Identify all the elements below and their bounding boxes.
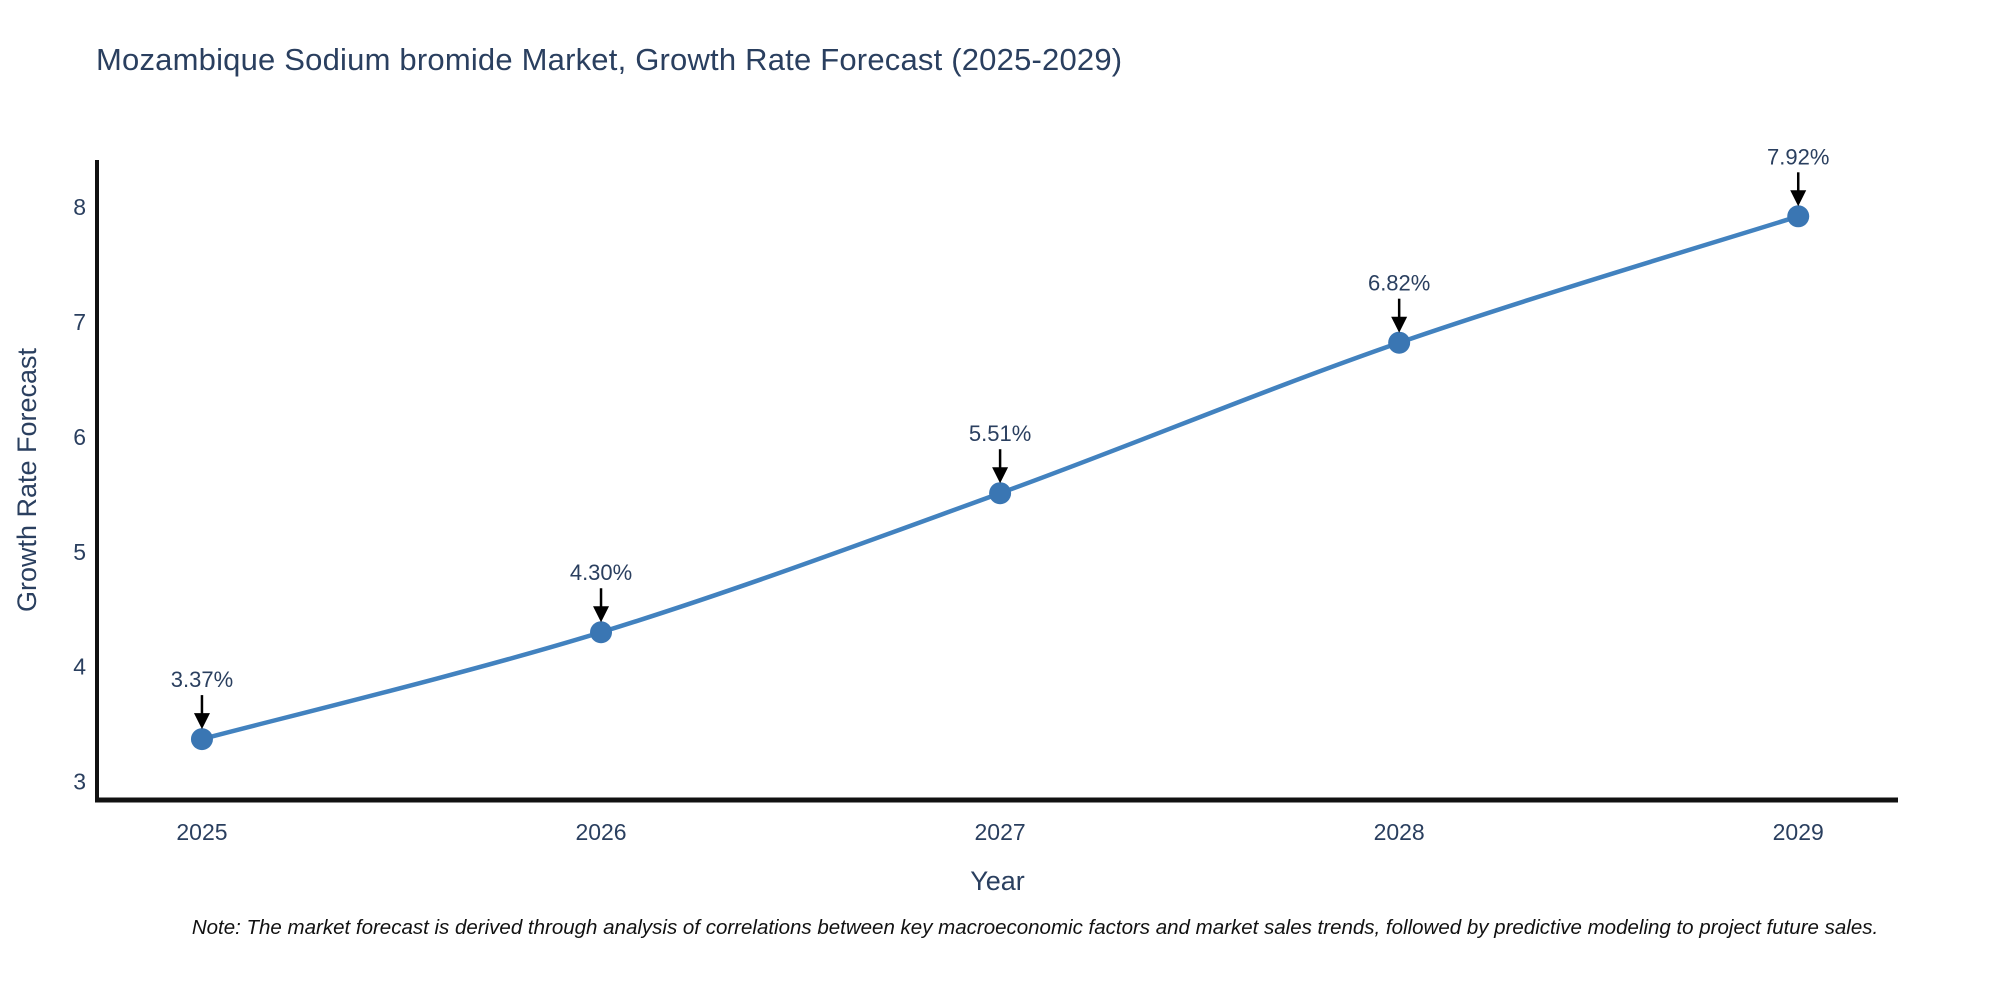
x-axis-tick-label: 2029 — [1773, 819, 1824, 845]
annotation-label: 4.30% — [570, 560, 632, 585]
y-axis-tick-label: 4 — [73, 654, 86, 680]
annotation: 3.37% — [171, 667, 233, 730]
annotation-arrowhead — [193, 713, 210, 730]
footnote: Note: The market forecast is derived thr… — [191, 916, 1879, 939]
data-point-marker — [190, 728, 213, 751]
x-axis-title: Year — [970, 866, 1025, 896]
y-axis-tick-label: 6 — [73, 424, 86, 450]
annotation-arrowhead — [1790, 190, 1807, 207]
y-axis-tick-label: 5 — [73, 539, 86, 565]
annotation-arrowhead — [593, 606, 610, 623]
x-axis-tick-label: 2025 — [176, 819, 227, 845]
annotation-label: 5.51% — [969, 421, 1031, 446]
annotation-label: 3.37% — [171, 667, 233, 692]
chart-title: Mozambique Sodium bromide Market, Growth… — [96, 42, 1123, 77]
data-point-marker — [989, 482, 1012, 505]
x-axis-tick-label: 2027 — [975, 819, 1026, 845]
annotation-arrowhead — [1391, 316, 1408, 333]
annotation-label: 7.92% — [1767, 144, 1829, 169]
data-point-marker — [590, 621, 613, 644]
y-axis-tick-label: 7 — [73, 309, 86, 335]
annotation: 4.30% — [570, 560, 632, 623]
data-point-marker — [1388, 331, 1411, 354]
y-axis-tick-label: 3 — [73, 769, 86, 795]
annotation: 5.51% — [969, 421, 1031, 484]
annotation-arrowhead — [992, 467, 1009, 484]
y-axis-tick-label: 8 — [73, 194, 86, 220]
annotation: 7.92% — [1767, 144, 1829, 207]
y-axis-title: Growth Rate Forecast — [12, 347, 42, 612]
annotation-label: 6.82% — [1368, 271, 1430, 296]
annotation: 6.82% — [1368, 271, 1430, 333]
x-axis-tick-label: 2026 — [575, 819, 626, 845]
x-axis-tick-label: 2028 — [1374, 819, 1425, 845]
data-point-marker — [1787, 205, 1810, 228]
